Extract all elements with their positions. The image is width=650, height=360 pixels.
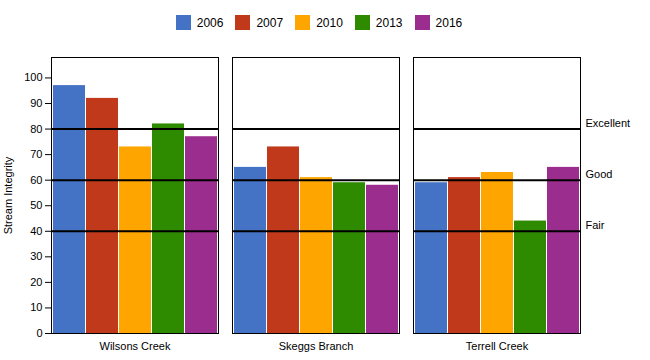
svg-text:Wilsons Creek: Wilsons Creek [100, 340, 171, 352]
html-text:2006: 2006 [196, 15, 224, 30]
svg-text:50: 50 [30, 199, 42, 211]
svg-text:Skeggs Branch: Skeggs Branch [279, 340, 354, 352]
svg-text:80: 80 [30, 123, 42, 135]
html-text:2016: 2016 [435, 15, 463, 30]
svg-text:30: 30 [30, 250, 42, 262]
svg-text:10: 10 [30, 301, 42, 313]
svg-text:90: 90 [30, 97, 42, 109]
svg-text:Good: Good [586, 168, 613, 180]
html-text:2010: 2010 [316, 15, 343, 30]
svg-text:Fair: Fair [586, 219, 605, 231]
svg-text:20: 20 [30, 276, 42, 288]
svg-text:Stream Integrity: Stream Integrity [2, 156, 14, 234]
svg-text:60: 60 [30, 174, 42, 186]
svg-text:Excellent: Excellent [586, 117, 631, 129]
html-text:2013: 2013 [375, 15, 403, 30]
svg-text:0: 0 [36, 327, 42, 339]
svg-text:100: 100 [24, 71, 42, 83]
svg-text:40: 40 [30, 225, 42, 237]
svg-text:Terrell Creek: Terrell Creek [466, 340, 529, 352]
html-text:2007: 2007 [256, 15, 284, 30]
svg-text:70: 70 [30, 148, 42, 160]
